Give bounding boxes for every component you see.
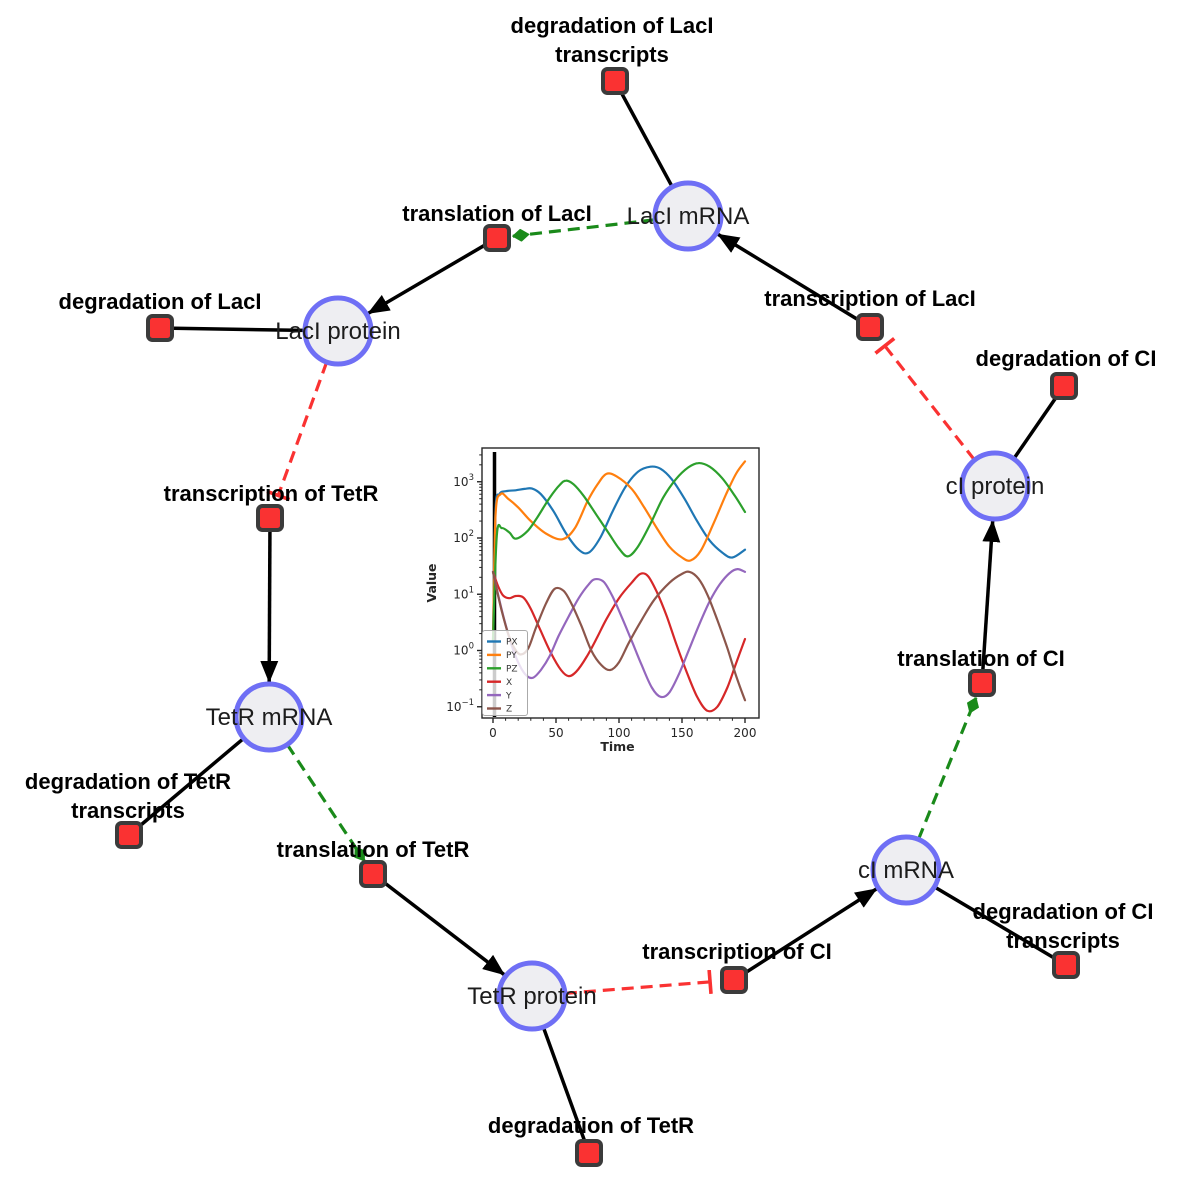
x-tick-label: 50 [548,726,563,740]
x-axis-label: Time [600,739,634,754]
edge-reactant-s_cI_prot-r_deg_cI [1012,396,1058,460]
species-node-s_tetR_mRNA[interactable] [233,681,305,753]
series-curve-PX [491,465,747,642]
edge-modifier-s_lacI_mRNA-r_transl_lacI [511,218,656,242]
reaction-node-r_deg_tetR_tx[interactable] [115,821,143,849]
series-curve-PY [491,460,747,642]
y-tick-label: 103 [453,473,474,489]
legend-box [482,630,528,716]
series-curve-X [491,570,747,713]
reaction-label-r_txn_lacI: transcription of LacI [764,286,975,311]
x-tick-label: 200 [734,726,757,740]
species-label-s_tetR_mRNA: TetR mRNA [206,704,333,731]
reaction-node-r_transl_lacI[interactable] [483,224,511,252]
labels-layer: degradation of LacI transcripts translatio… [25,13,1157,1138]
edge-modifier-s_tetR_mRNA-r_transl_tetR [285,743,366,862]
reaction-node-r_deg_lacI_tx[interactable] [601,67,629,95]
legend-label-PX: PX [506,638,518,648]
reaction-node-r_deg_lacI[interactable] [146,314,174,342]
reaction-label-r_deg_tetR: degradation of TetR [488,1113,694,1138]
edge-product-r_txn_lacI-s_lacI_mRNA [716,232,860,322]
species-node-s_lacI_mRNA[interactable] [652,180,724,252]
edge-product-r_transl_cI-s_cI_prot [981,519,1001,671]
plot-legend: PX PY PZ XYZ [482,630,528,716]
edge-reactant-s_lacI_mRNA-r_deg_lacI_tx [620,92,674,187]
edge-inhibitor-s_tetR_prot-r_txn_cI [564,969,713,995]
reaction-node-r_transl_cI[interactable] [968,669,996,697]
plot-frame [481,447,760,719]
reaction-label-r_deg_lacI_tx: degradation of LacI [511,13,714,38]
edge-product-r_txn_tetR-s_tetR_mRNA [260,530,279,684]
reaction-node-r_txn_cI[interactable] [720,966,748,994]
reaction-label-r_transl_cI: translation of CI [897,646,1064,671]
edge-product-r_transl_tetR-s_tetR_prot [382,880,506,977]
edge-product-r_txn_cI-s_cI_mRNA [744,887,878,975]
reaction-label-r_deg_cI_tx: degradation of CI [973,899,1154,924]
reaction-node-r_deg_tetR[interactable] [575,1139,603,1167]
series-curve-PZ [491,461,747,642]
reaction-label-r_deg_lacI_tx-line2: transcripts [555,42,669,67]
legend-label-Z: Z [506,705,512,715]
reaction-label-r_deg_cI_tx-line2: transcripts [1006,928,1120,953]
reaction-label-r_txn_cI: transcription of CI [642,939,831,964]
edge-reactant-s_cI_mRNA-r_deg_cI_tx [934,885,1055,960]
edge-reactant-s_tetR_prot-r_deg_tetR [541,1027,586,1141]
reaction-node-r_txn_lacI[interactable] [856,313,884,341]
reaction-node-r_transl_tetR[interactable] [359,860,387,888]
y-tick-label: 102 [453,529,474,545]
edges-layer [138,92,1058,1141]
reaction-node-r_txn_tetR[interactable] [256,504,284,532]
species-node-s_tetR_prot[interactable] [496,960,568,1032]
x-tick-label: 150 [671,726,694,740]
legend-label-Y: Y [505,691,512,701]
edge-product-r_transl_lacI-s_lacI_prot [367,243,487,315]
reaction-label-r_deg_cI: degradation of CI [976,346,1157,371]
reaction-label-r_deg_tetR_tx: degradation of TetR [25,769,231,794]
species-node-s_cI_mRNA[interactable] [870,834,942,906]
edge-reactant-s_tetR_mRNA-r_deg_tetR_tx [138,737,245,828]
y-tick-label: 10−1 [446,698,474,714]
reaction-label-r_txn_tetR: transcription of TetR [164,481,379,506]
species-label-s_lacI_mRNA: LacI mRNA [627,203,750,230]
simulation-plot: 0 50 100 150 20010−1100101102103TimeValuePXP… [424,447,760,754]
reaction-label-r_transl_lacI: translation of LacI [402,201,591,226]
x-tick-label: 0 [489,726,497,740]
edge-inhibitor-s_cI_prot-r_txn_lacI [874,337,976,462]
legend-label-PY: PY [506,651,517,661]
reaction-label-r_transl_tetR: translation of TetR [277,837,470,862]
legend-label-PZ: PZ [506,665,518,675]
species-label-s_cI_mRNA: cI mRNA [858,857,954,884]
species-label-s_cI_prot: cI protein [946,473,1045,500]
y-tick-label: 100 [453,642,474,658]
reaction-label-r_deg_tetR_tx-line2: transcripts [71,798,185,823]
reaction-node-r_deg_cI_tx[interactable] [1052,951,1080,979]
y-axis-label: Value [424,563,439,602]
nodes-layer [115,67,1080,1167]
edge-reactant-s_lacI_prot-r_deg_lacI [173,326,305,333]
edge-inhibitor-s_lacI_prot-r_txn_tetR [266,361,329,502]
y-tick-label: 101 [453,585,474,601]
reaction-label-r_deg_lacI: degradation of LacI [59,289,262,314]
species-label-s_lacI_prot: LacI protein [275,318,400,345]
reaction-node-r_deg_cI[interactable] [1050,372,1078,400]
species-label-s_tetR_prot: TetR protein [467,983,596,1010]
x-tick-label: 100 [608,726,631,740]
species-node-s_lacI_prot[interactable] [302,295,374,367]
plot-background [482,448,759,718]
legend-label-X: X [506,678,512,688]
species-node-s_cI_prot[interactable] [959,450,1031,522]
edge-modifier-s_cI_mRNA-r_transl_cI [916,696,979,841]
